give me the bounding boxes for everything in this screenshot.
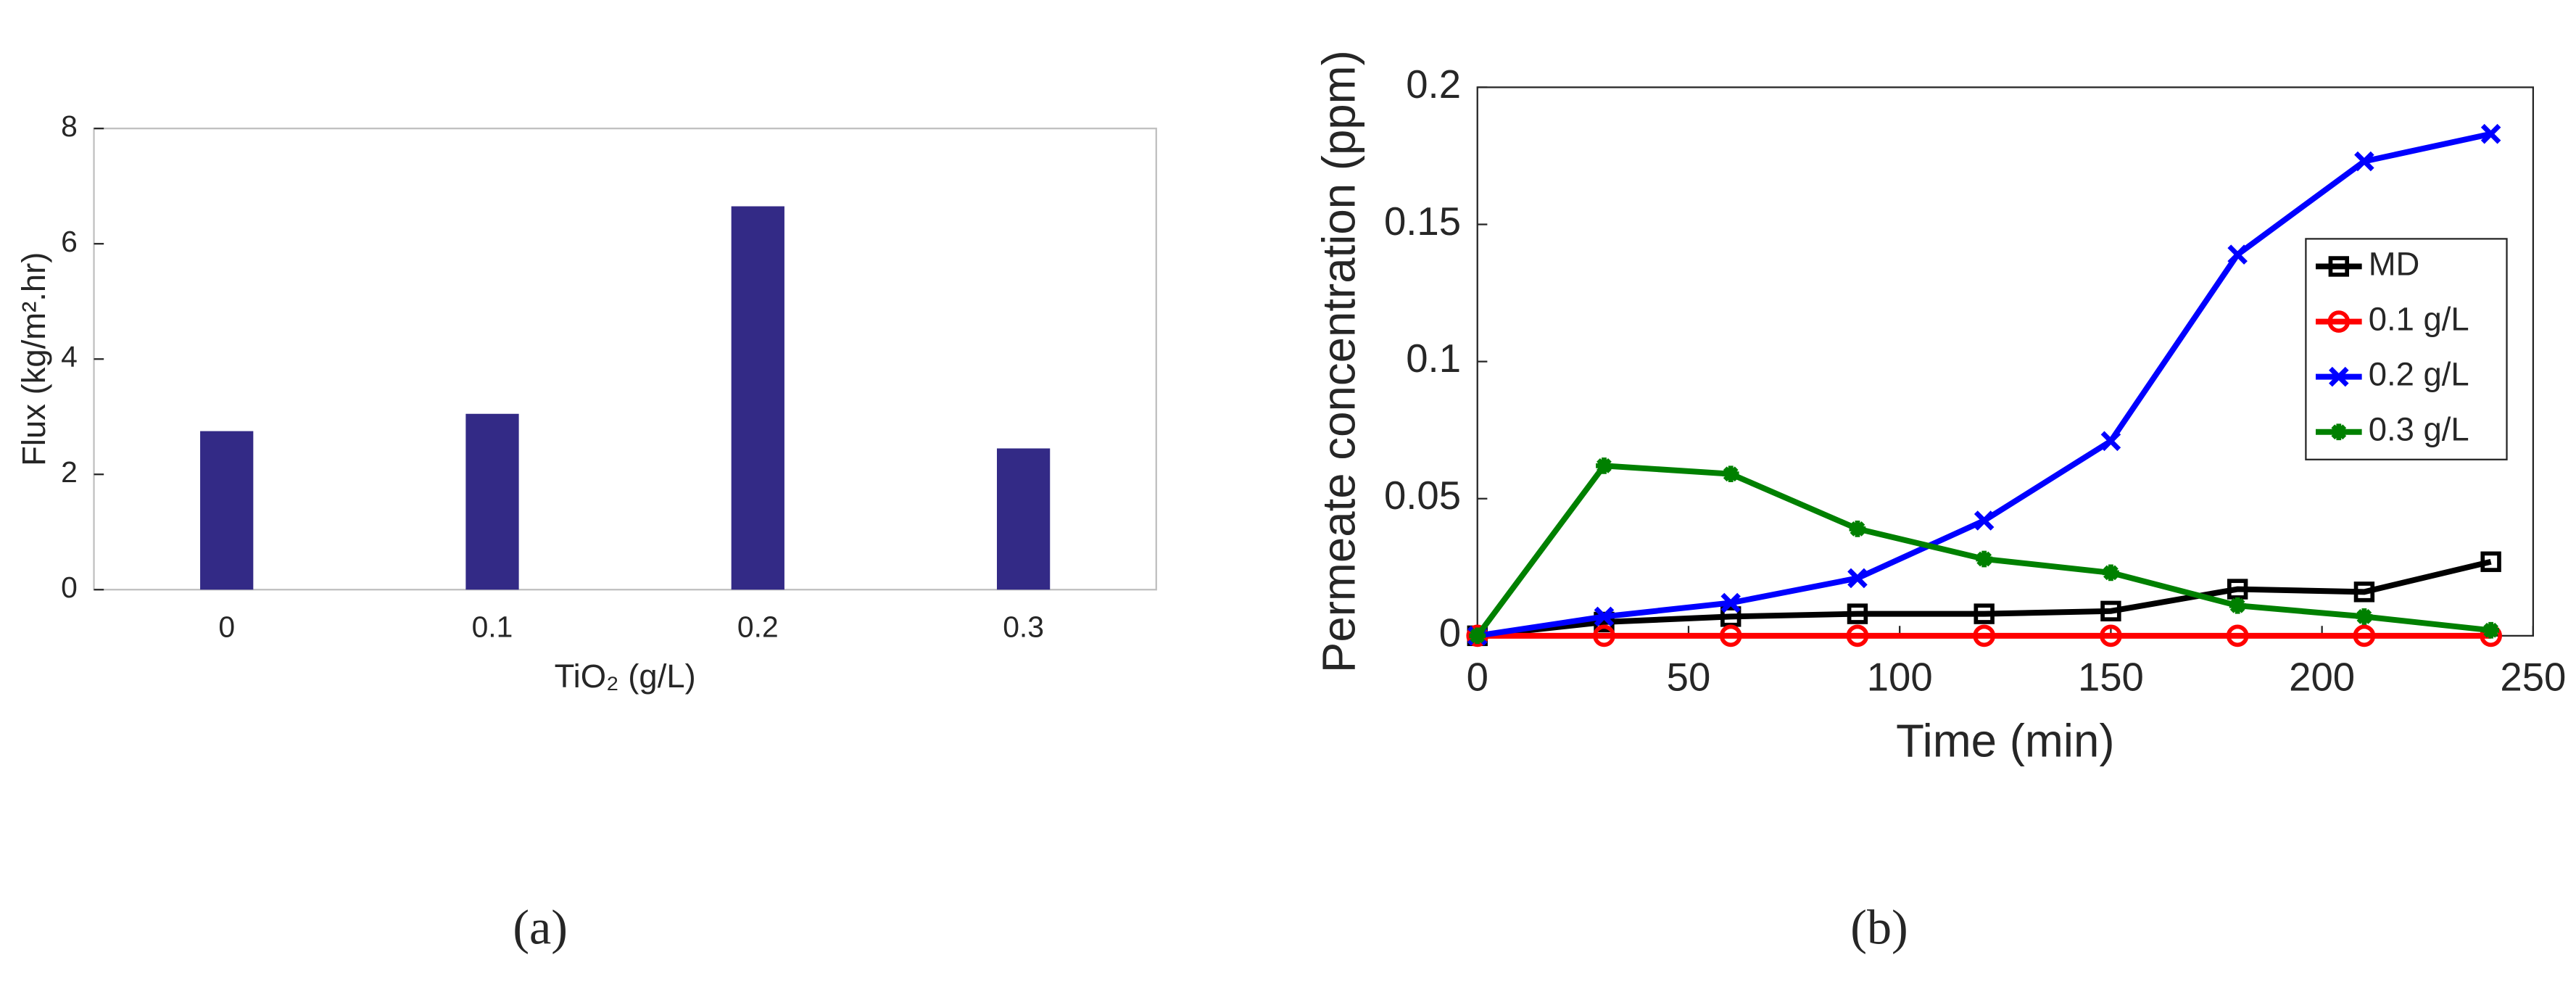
x-tick-label: 0: [1467, 655, 1488, 700]
plot-area: [93, 128, 1157, 591]
x-axis-label: TiO₂ (g/L): [555, 658, 696, 695]
marker: [2329, 366, 2349, 387]
marker: [2480, 551, 2501, 572]
marker: [2353, 581, 2375, 603]
caption: (b): [1850, 899, 1908, 954]
x-tick-label: 0: [218, 610, 235, 644]
marker: [1849, 520, 1866, 537]
marker: [2226, 624, 2249, 647]
x-tick-label: 50: [1667, 655, 1711, 700]
marker: [1973, 624, 1996, 647]
y-tick-label: 0.05: [1384, 473, 1461, 518]
legend-label: 0.3 g/L: [2369, 411, 2469, 448]
marker: [1596, 457, 1612, 474]
y-tick-label: 6: [61, 225, 78, 258]
marker: [2103, 564, 2119, 581]
legend-label: 0.2 g/L: [2369, 356, 2469, 393]
marker: [1594, 606, 1615, 627]
x-tick-label: 100: [1867, 655, 1933, 700]
marker: [1847, 568, 1868, 589]
marker: [1976, 550, 1993, 568]
marker: [1593, 624, 1615, 647]
x-tick-label: 0.3: [1003, 610, 1044, 644]
y-tick-label: 2: [61, 455, 78, 489]
x-axis-label: Time (min): [1896, 716, 2114, 767]
marker: [2100, 600, 2121, 622]
y-tick-label: 0.1: [1406, 336, 1461, 381]
y-tick-label: 0: [61, 571, 78, 604]
marker: [2482, 621, 2499, 639]
x-tick-label: 200: [2289, 655, 2355, 700]
marker: [2100, 624, 2122, 647]
series-line: [1477, 558, 2492, 639]
marker: [1719, 624, 1742, 647]
x-tick-label: 0.2: [737, 610, 779, 644]
bar: [465, 413, 519, 590]
marker: [2480, 123, 2501, 144]
marker: [1720, 592, 1741, 613]
y-tick-label: 0.15: [1384, 199, 1461, 244]
marker: [1847, 603, 1868, 624]
legend-label: 0.1 g/L: [2369, 301, 2469, 338]
marker: [1974, 603, 1995, 624]
x-tick-label: 0.1: [472, 610, 513, 644]
marker: [2356, 608, 2373, 625]
marker: [1974, 510, 1995, 531]
marker: [1846, 624, 1869, 647]
marker: [2354, 151, 2374, 172]
bar: [996, 448, 1051, 590]
y-tick-label: 0: [1439, 610, 1461, 655]
legend-label: MD: [2369, 245, 2420, 282]
y-tick-label: 8: [61, 109, 78, 143]
x-tick-label: 250: [2500, 655, 2566, 700]
marker: [2353, 624, 2376, 647]
y-axis-label: Permeate concentration (ppm): [1313, 50, 1364, 673]
marker: [2330, 423, 2348, 441]
marker: [2229, 597, 2246, 614]
bar: [731, 206, 784, 590]
marker: [1469, 627, 1486, 645]
marker: [1722, 465, 1739, 483]
y-axis-label: Flux (kg/m².hr): [15, 252, 52, 466]
y-tick-label: 4: [61, 340, 78, 373]
marker: [2328, 256, 2350, 277]
marker: [2327, 310, 2351, 333]
y-tick-label: 0.2: [1406, 62, 1461, 107]
marker: [2100, 431, 2121, 452]
marker: [2227, 244, 2248, 265]
x-tick-label: 150: [2078, 655, 2144, 700]
bar: [200, 431, 254, 590]
caption: (a): [513, 899, 568, 954]
